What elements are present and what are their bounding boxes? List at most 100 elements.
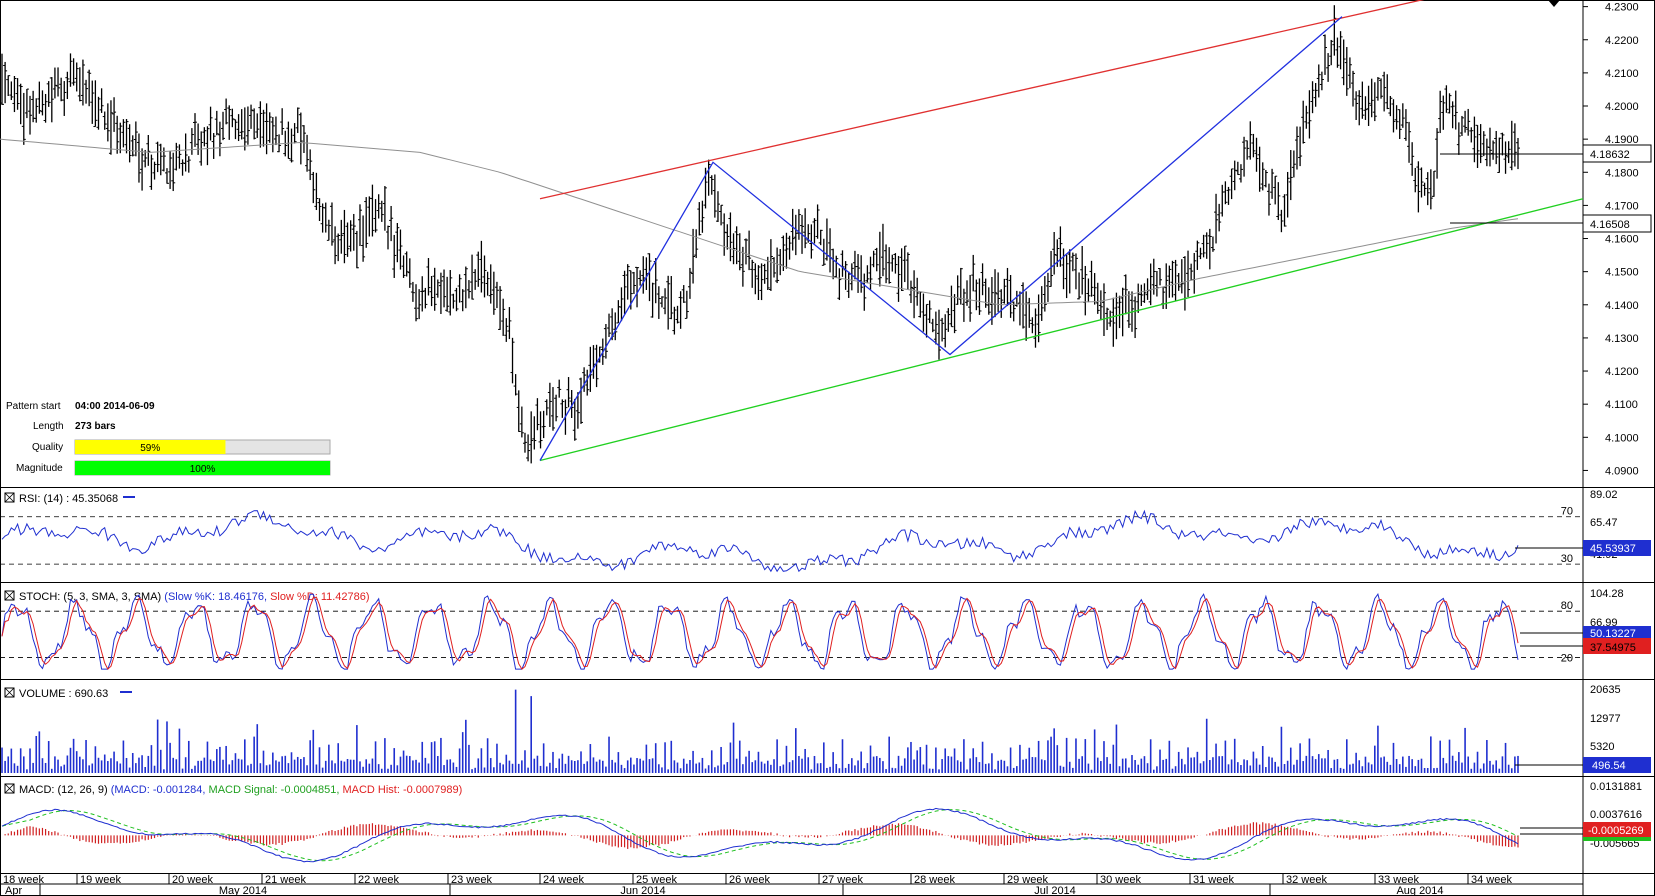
week-label: 29 week <box>1007 874 1048 886</box>
price-bar <box>501 298 506 336</box>
price-bar <box>946 308 951 332</box>
price-bar <box>681 285 686 303</box>
price-bar <box>526 434 531 462</box>
price-bar <box>9 81 14 101</box>
price-bar <box>837 268 842 301</box>
price-bar <box>1273 175 1278 205</box>
price-bar <box>1098 290 1103 321</box>
price-bar <box>535 398 540 431</box>
price-bar <box>1397 109 1402 140</box>
price-bar <box>1472 116 1477 163</box>
price-bar <box>140 148 145 191</box>
price-bar <box>242 107 247 151</box>
price-bar <box>1413 167 1418 193</box>
pattern-length-label: Length <box>33 421 64 432</box>
price-bar <box>1316 64 1321 98</box>
price-bar <box>267 112 272 143</box>
price-bar <box>519 406 524 438</box>
price-bar <box>747 230 752 271</box>
price-bar <box>933 311 938 345</box>
price-bar <box>46 81 51 107</box>
price-bar <box>1176 272 1181 291</box>
price-bar <box>1301 100 1306 144</box>
price-bar <box>1095 282 1100 314</box>
price-bar <box>445 276 450 312</box>
macd-header: MACD: (12, 26, 9) (MACD: -0.001284, MACD… <box>19 784 462 796</box>
price-bar <box>550 387 555 431</box>
price-bar <box>1117 295 1122 329</box>
price-bar <box>877 231 882 287</box>
price-bar <box>915 277 920 306</box>
price-bar <box>965 280 970 306</box>
price-bar <box>460 289 465 312</box>
price-bar <box>1204 232 1209 259</box>
price-bar <box>974 279 979 311</box>
price-bar <box>448 270 453 316</box>
price-bar <box>790 208 795 251</box>
macd-value: -0.0005269 <box>1588 825 1644 837</box>
price-bar <box>74 62 79 92</box>
price-bar <box>115 115 120 154</box>
price-tick-label: 4.1300 <box>1605 333 1639 345</box>
rsi-value-box <box>1583 540 1651 556</box>
price-bar <box>183 133 188 172</box>
price-bar <box>93 80 98 128</box>
scroll-marker-icon[interactable] <box>1548 0 1560 7</box>
price-bar <box>715 191 720 222</box>
price-bar <box>498 286 503 330</box>
price-bar <box>659 296 664 308</box>
price-bar <box>532 416 537 450</box>
price-tick-label: 4.1400 <box>1605 300 1639 312</box>
price-bar <box>34 98 39 123</box>
price-bar <box>1170 260 1175 298</box>
price-bar <box>230 108 235 128</box>
price-bar <box>65 71 70 100</box>
price-bar <box>292 123 297 144</box>
price-bar <box>812 218 817 244</box>
price-bar <box>252 108 257 140</box>
price-bar <box>765 256 770 290</box>
price-bar <box>1257 146 1262 192</box>
pattern-start-value: 04:00 2014-06-09 <box>75 401 155 412</box>
price-bar <box>357 204 362 247</box>
price-bar <box>1428 169 1433 210</box>
price-bar <box>1139 284 1144 306</box>
stoch-level-20-label: 20 <box>1561 653 1573 665</box>
price-bar <box>1027 297 1032 328</box>
month-label: Jun 2014 <box>620 885 665 896</box>
price-bar <box>952 294 957 334</box>
price-bar <box>781 235 786 271</box>
price-bar <box>43 93 48 123</box>
price-tick-label: 4.1700 <box>1605 200 1639 212</box>
price-axis-ticks: 4.2300 4.2200 4.2100 4.2000 4.1900 4.1800 4.17… <box>1583 2 1639 477</box>
price-bar <box>884 244 889 284</box>
price-bar <box>554 394 559 422</box>
stoch-d-line <box>1 596 1519 670</box>
price-bar <box>1229 168 1234 200</box>
price-tick-label: 4.2200 <box>1605 35 1639 47</box>
price-bar <box>1042 276 1047 312</box>
price-bar <box>298 112 303 165</box>
price-bar <box>261 109 266 147</box>
price-bar <box>96 96 101 130</box>
moving-average-line <box>0 138 1519 306</box>
price-bar <box>158 143 163 176</box>
price-bar <box>214 110 219 136</box>
price-bar <box>1435 128 1440 179</box>
price-bar <box>1077 272 1082 300</box>
price-bar <box>784 232 789 269</box>
price-bar <box>1326 53 1331 82</box>
price-bar <box>912 270 917 319</box>
magnitude-percent: 100% <box>190 464 216 475</box>
price-bar <box>1242 136 1247 177</box>
pattern-start-label: Pattern start <box>6 401 61 412</box>
price-bar <box>52 67 57 99</box>
price-bar <box>342 209 347 264</box>
price-bar <box>1394 105 1399 130</box>
price-tick-label: 4.1600 <box>1605 234 1639 246</box>
macd-tick-mid: 0.0037616 <box>1590 809 1642 821</box>
price-bar <box>373 199 378 233</box>
price-bar <box>1298 126 1303 167</box>
price-bar <box>1195 240 1200 270</box>
price-bar <box>1354 91 1359 120</box>
